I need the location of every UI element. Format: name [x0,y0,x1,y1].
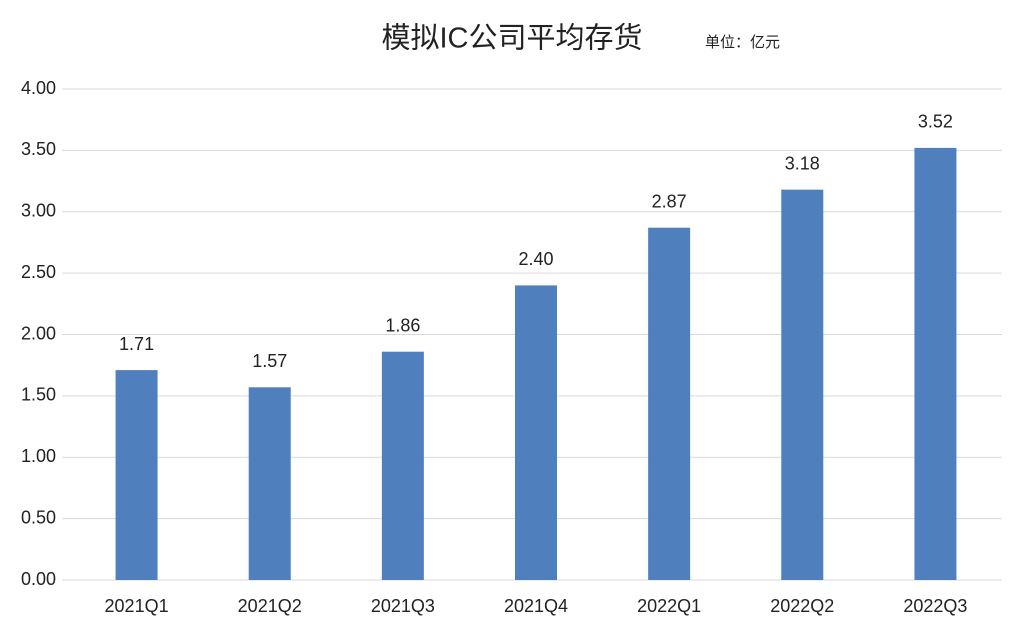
y-tick-label: 0.50 [21,507,56,527]
bar [115,370,158,580]
bar [515,285,557,580]
bar [648,227,691,580]
bar [248,387,291,580]
bar [914,147,957,581]
x-tick-label: 2021Q4 [504,596,568,616]
bar [781,189,824,580]
y-tick-label: 4.00 [21,78,56,98]
x-tick-label: 2021Q2 [238,596,302,616]
y-tick-label: 2.00 [21,323,56,343]
value-label: 2.40 [518,249,553,269]
y-tick-label: 1.00 [21,446,56,466]
x-tick-label: 2022Q1 [637,596,701,616]
chart-title: 模拟IC公司平均存货 [381,22,642,55]
bar [381,351,424,580]
y-tick-label: 1.50 [21,385,56,405]
value-label: 3.52 [918,112,953,132]
value-label: 3.18 [785,153,820,173]
y-tick-label: 0.00 [21,569,56,589]
y-tick-label: 2.50 [21,262,56,282]
x-tick-label: 2022Q2 [770,596,834,616]
y-tick-label: 3.00 [21,201,56,221]
x-tick-label: 2021Q3 [371,596,435,616]
value-label: 1.86 [385,315,420,335]
chart-subtitle: 单位：亿元 [705,34,780,51]
x-tick-label: 2021Q1 [105,596,169,616]
value-label: 1.71 [119,334,154,354]
value-label: 2.87 [652,191,687,211]
x-tick-label: 2022Q3 [903,596,967,616]
y-tick-label: 3.50 [21,139,56,159]
value-label: 1.57 [252,351,287,371]
